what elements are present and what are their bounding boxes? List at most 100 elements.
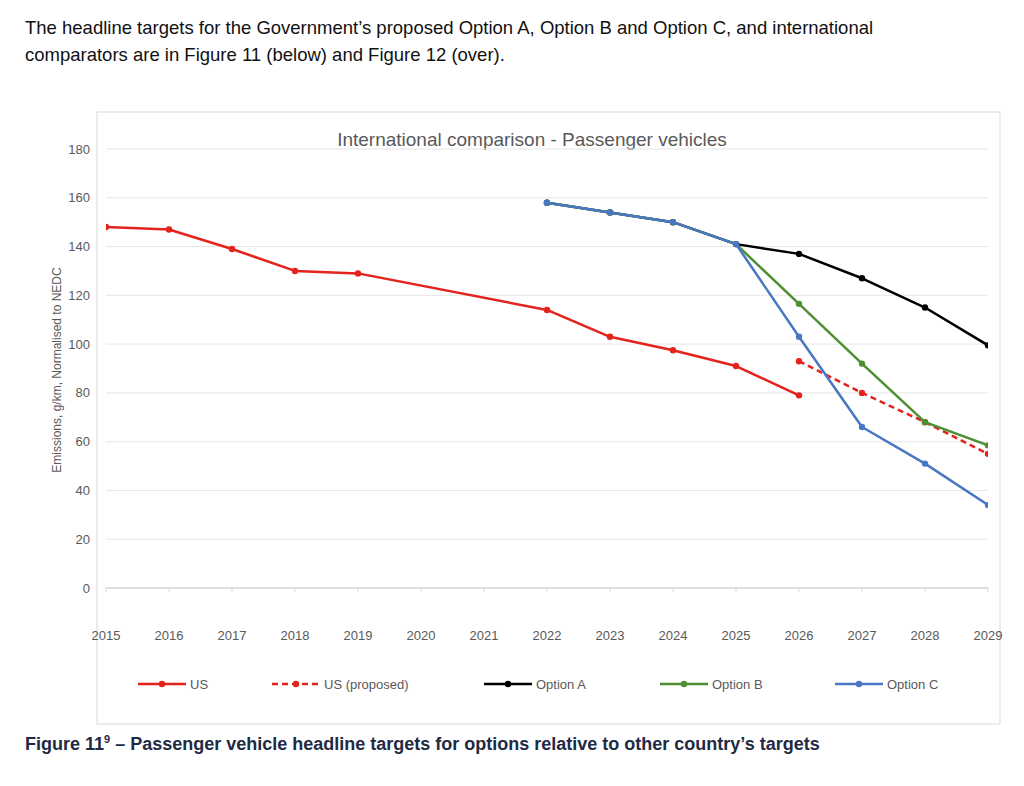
page: The headline targets for the Government’… <box>0 0 1024 786</box>
series-marker <box>796 301 802 307</box>
series-marker <box>733 241 739 247</box>
series-marker <box>229 246 235 252</box>
legend-label: US <box>190 677 208 692</box>
series-marker <box>355 270 361 276</box>
grid-line <box>106 392 988 393</box>
series <box>106 224 802 399</box>
series-marker <box>607 334 613 340</box>
y-tick-label: 140 <box>68 239 90 254</box>
series-marker <box>733 241 739 247</box>
x-tick <box>547 588 548 592</box>
figure-caption: Figure 119 – Passenger vehicle headline … <box>25 733 820 754</box>
legend-label: Option B <box>712 677 763 692</box>
y-tick-label: 80 <box>76 385 90 400</box>
series-line <box>547 203 988 505</box>
x-tick-label: 2015 <box>92 628 121 643</box>
grid-line <box>106 539 988 540</box>
chart-frame <box>97 112 1000 724</box>
series-marker <box>544 199 550 205</box>
x-tick <box>610 588 611 592</box>
y-tick-label: 0 <box>83 581 90 596</box>
legend: USUS (proposed)Option AOption BOption C <box>138 677 938 692</box>
intro-text: The headline targets for the Government’… <box>25 17 873 38</box>
legend-marker <box>505 681 511 687</box>
series-marker <box>796 358 802 364</box>
series-marker <box>607 209 613 215</box>
x-tick-label: 2021 <box>470 628 499 643</box>
series-line <box>799 361 988 454</box>
y-tick-label: 20 <box>76 532 90 547</box>
y-axis-label: Emissions, g/km, Normalised to NEDC <box>50 267 64 473</box>
series-marker <box>922 419 928 425</box>
series-marker <box>292 268 298 274</box>
series <box>544 199 988 448</box>
series-marker <box>985 502 988 508</box>
series-marker <box>607 209 613 215</box>
y-tick-label: 120 <box>68 288 90 303</box>
grid-line <box>106 295 988 296</box>
x-tick <box>988 588 989 592</box>
x-tick-label: 2028 <box>911 628 940 643</box>
x-tick <box>232 588 233 592</box>
x-tick <box>421 588 422 592</box>
x-tick <box>484 588 485 592</box>
series-marker <box>670 219 676 225</box>
x-tick-label: 2017 <box>218 628 247 643</box>
grid-line <box>106 246 988 247</box>
x-tick <box>169 588 170 592</box>
series-marker <box>859 360 865 366</box>
x-tick-label: 2022 <box>533 628 562 643</box>
y-tick-label: 160 <box>68 190 90 205</box>
legend-label: Option C <box>887 677 938 692</box>
y-tick-label: 40 <box>76 483 90 498</box>
plot-area <box>106 199 988 508</box>
chart-title: International comparison - Passenger veh… <box>337 129 727 150</box>
x-tick-label: 2027 <box>848 628 877 643</box>
series-marker <box>859 275 865 281</box>
x-tick <box>736 588 737 592</box>
series-marker <box>670 347 676 353</box>
x-tick-label: 2024 <box>659 628 688 643</box>
grid <box>106 149 988 588</box>
x-tick-label: 2025 <box>722 628 751 643</box>
x-tick <box>925 588 926 592</box>
series-marker <box>607 209 613 215</box>
x-tick-label: 2018 <box>281 628 310 643</box>
series-marker <box>544 199 550 205</box>
x-tick-label: 2016 <box>155 628 184 643</box>
series-marker <box>922 460 928 466</box>
x-tick-label: 2019 <box>344 628 373 643</box>
x-tick <box>862 588 863 592</box>
series-marker <box>796 392 802 398</box>
grid-line <box>106 441 988 442</box>
series-marker <box>670 219 676 225</box>
series-marker <box>922 304 928 310</box>
y-tick-label: 180 <box>68 142 90 157</box>
x-tick <box>799 588 800 592</box>
x-tick-label: 2029 <box>974 628 1003 643</box>
series-marker <box>670 219 676 225</box>
legend-label: Option A <box>536 677 586 692</box>
series-marker <box>106 224 109 230</box>
series-marker <box>985 451 988 457</box>
legend-marker <box>293 681 299 687</box>
series-marker <box>859 390 865 396</box>
series-marker <box>922 419 928 425</box>
grid-line <box>106 149 988 150</box>
x-tick <box>106 588 107 592</box>
grid-line <box>106 490 988 491</box>
grid-line <box>106 197 988 198</box>
grid-line <box>106 344 988 345</box>
x-tick <box>673 588 674 592</box>
x-tick <box>358 588 359 592</box>
series-marker <box>985 442 988 448</box>
series-marker <box>544 307 550 313</box>
series-line <box>547 203 988 446</box>
series-marker <box>733 363 739 369</box>
series <box>544 199 988 508</box>
legend-marker <box>856 681 862 687</box>
series-marker <box>733 241 739 247</box>
series-marker <box>544 199 550 205</box>
intro-text: comparators are in Figure 11 (below) and… <box>25 44 505 65</box>
x-tick <box>295 588 296 592</box>
